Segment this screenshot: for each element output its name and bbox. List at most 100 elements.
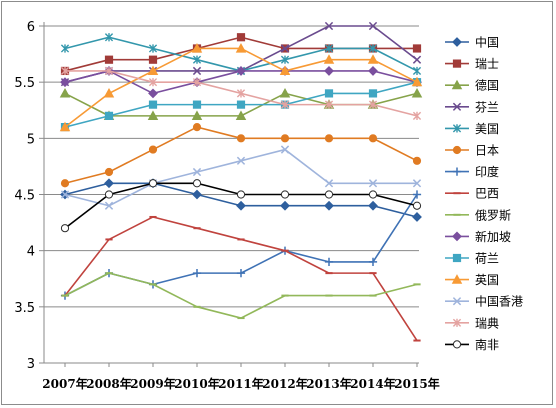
y-axis-ticks: 3 3.5 4 4.5 5 5.5 6 [14,20,35,372]
x-axis-ticks: 2007年2008年2009年2010年2011年2012年2013年2014年… [42,376,439,391]
data-point [368,44,378,53]
data-point [412,156,422,165]
data-point [104,178,114,189]
data-point [192,55,202,64]
legend-item: 南非 [445,337,499,352]
data-point [368,21,378,31]
legend-marker [452,102,462,111]
x-tick-label: 2014年 [350,376,395,391]
data-point [280,145,290,154]
series-9 [61,272,421,320]
legend-label: 芬兰 [475,100,499,114]
x-tick-label: 2009年 [130,376,175,391]
legend-label: 新加坡 [475,229,511,244]
data-point [279,65,291,76]
legend-item: 中国香港 [445,294,523,309]
data-point [147,65,159,76]
data-point [412,111,422,120]
data-point [324,179,334,188]
x-tick-label: 2011年 [218,376,263,391]
data-point [236,66,246,76]
data-point [323,54,335,64]
data-point [236,33,246,42]
data-point [192,189,202,200]
legend-marker [451,79,463,90]
series-12 [59,43,423,132]
data-point [368,190,378,199]
data-point [324,190,334,199]
x-tick-label: 2007年 [42,376,87,391]
legend-label: 瑞士 [475,57,499,71]
legend-marker [452,59,462,68]
data-point [104,111,114,120]
legend-marker [452,340,462,349]
data-point [148,179,158,188]
legend-item: 荷兰 [445,252,499,266]
data-point [60,224,70,233]
data-point [192,78,202,87]
data-point [148,78,158,87]
data-point [411,87,423,98]
series-4 [60,21,422,87]
data-point [236,134,246,143]
data-point [324,134,334,143]
data-point [60,44,70,53]
data-point [235,110,247,120]
y-tick-label: 6 [27,20,35,35]
data-point [236,100,246,109]
data-point [104,66,114,76]
data-point [368,257,378,266]
data-point [191,110,203,120]
y-tick-label: 5 [27,132,35,147]
data-point [324,44,334,53]
x-tick-label: 2013年 [306,376,351,391]
series-line [64,36,417,72]
legend-label: 瑞典 [475,316,499,330]
legend-item: 中国 [445,35,499,50]
legend-label: 美国 [475,122,499,136]
legend-item: 德国 [445,78,499,93]
data-point [148,88,158,99]
data-point [412,55,422,64]
legend-item: 印度 [445,164,499,179]
data-point [236,156,246,165]
legend-item: 瑞士 [445,57,499,71]
data-point [280,200,290,211]
legend-marker [452,145,462,155]
data-point [411,76,423,87]
data-point [280,55,290,64]
data-point [279,87,291,98]
data-point [324,257,334,266]
legend-marker [452,253,462,263]
data-point [104,190,114,199]
data-point [280,190,290,199]
data-point [236,190,246,199]
legend-label: 南非 [475,337,499,352]
data-point [324,21,334,31]
data-point [236,269,246,278]
legend-label: 英国 [475,273,499,287]
data-point [59,87,71,98]
data-point [104,201,114,210]
data-point [192,100,202,109]
data-point [148,100,158,109]
legend-marker [452,231,462,242]
data-point [192,269,202,278]
series-line [64,272,418,319]
legend-item: 新加坡 [445,229,511,244]
legend-item: 芬兰 [445,100,499,114]
data-point [235,43,247,53]
series-15 [60,179,422,233]
series-8 [61,215,421,342]
legend-label: 俄罗斯 [475,208,511,222]
data-point [368,134,378,143]
x-tick-label: 2012年 [262,376,307,391]
data-point [192,167,202,177]
x-tick-label: 2010年 [174,376,219,391]
y-tick-label: 4 [27,245,35,260]
legend-marker [452,297,462,306]
data-point [412,179,422,188]
